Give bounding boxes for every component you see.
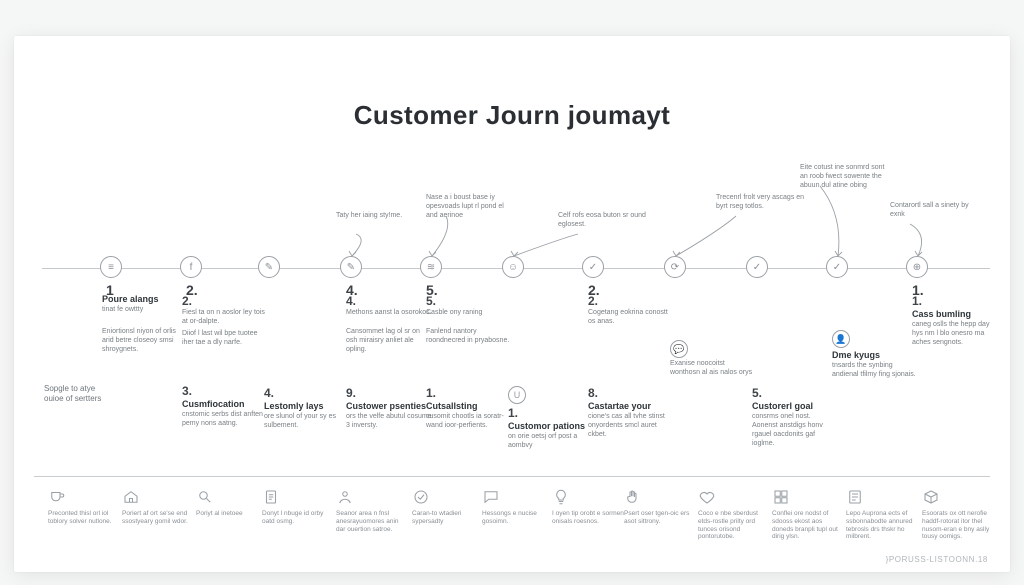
- footer-item-9: Coco e nbe sberdust etds-rostle prilty o…: [698, 488, 770, 541]
- footer-item-7: I oyen tip orobt e sormen onisals roesno…: [552, 488, 624, 526]
- hand-icon: [624, 488, 642, 506]
- annotation-3: Trecenrl frolt very ascags en byrt rseg …: [716, 194, 806, 212]
- journey-card-1: Eniortionsl niyon of orlis arid betre cl…: [102, 328, 188, 354]
- journey-card-12: U1.Customor pationson orie oetsj orf pos…: [508, 386, 594, 451]
- stage-icon-1: f: [180, 256, 202, 278]
- footer-divider: [34, 476, 990, 477]
- journey-card-4: 3.Cusmfiocationcnstomic serbs dist anfte…: [182, 384, 268, 429]
- journey-card-11: 1.Cutsallstingcusomit chootls ia soratr-…: [426, 386, 512, 431]
- journey-card-0: Poure alangstinat fe owttty: [102, 294, 188, 315]
- left-note: Sopgle to atye ouioe of sertters: [44, 384, 116, 405]
- journey-card-13: 2.Cogetang eokrina conostt os anas.: [588, 294, 674, 327]
- footer-item-4: Seanor area n fnsl anesrayuomores anin d…: [336, 488, 408, 533]
- journey-card-17: 👤Dme kyugstnsards the synbing andienal t…: [832, 330, 918, 380]
- box-icon: [922, 488, 940, 506]
- journey-card-7: Cansommet lag ol sr on osh miraisry anli…: [346, 328, 432, 354]
- annotation-5: Contarortl sall a sinety by exnk: [890, 202, 980, 220]
- footer-item-11: Lepo Auprona ects ef ssbonnabodte annure…: [846, 488, 918, 541]
- footer-item-1: Poriert af ort se'se end ssostyeary gomi…: [122, 488, 194, 526]
- annotation-1: Nase a i boust base iy opesvoads lupt rl…: [426, 194, 516, 220]
- stage-icon-2: ✎: [258, 256, 280, 278]
- stage-icon-7: ⟳: [664, 256, 686, 278]
- check-icon: [412, 488, 430, 506]
- stage-icon-3: ✎: [340, 256, 362, 278]
- journey-card-18: 1.Cass bumlingcaneg oslls the hepp day h…: [912, 294, 998, 348]
- doc-icon: [262, 488, 280, 506]
- footer-item-2: Poriyt al inetoee: [196, 488, 268, 518]
- note-icon: [846, 488, 864, 506]
- brand-stamp: }PORUSS-LISTOONN.18: [886, 555, 988, 564]
- stage-icon-6: ✓: [582, 256, 604, 278]
- journey-card-6: 4.Methons aanst la osorokos.: [346, 294, 432, 318]
- annotation-2: Celf rofs eosa buton sr ound eglosest.: [558, 212, 648, 230]
- cup-icon: [48, 488, 66, 506]
- footer-item-8: Psert oser tgen-oic ers asot sittrony.: [624, 488, 696, 526]
- journey-card-15: 💬Exanise noocoitst wonthosn al ais nalos…: [670, 340, 756, 378]
- stage-icon-0: ≡: [100, 256, 122, 278]
- stage-icon-5: ☺: [502, 256, 524, 278]
- footer-item-10: Conflei ore nodst of sdooss ekost aos do…: [772, 488, 844, 541]
- footer-item-3: Donyt l nbuge id orby oatd osmg.: [262, 488, 334, 526]
- heart-icon: [698, 488, 716, 506]
- journey-card-10: Fanlend nantory roondnecred in pryabosne…: [426, 328, 512, 346]
- footer-item-6: Hessongs e nucise gosoimn.: [482, 488, 554, 526]
- house-icon: [122, 488, 140, 506]
- search-icon: [196, 488, 214, 506]
- journey-card-14: 8.Castartae yourcione's cas all tvhe sti…: [588, 386, 674, 440]
- journey-card-3: Diiof l last wil bpe tuotee iher tae a d…: [182, 330, 268, 348]
- journey-card-8: 9.Custower psentiesors the velfe abutul …: [346, 386, 432, 431]
- chat-icon: [482, 488, 500, 506]
- footer-item-12: Esoorats ox ott nerofie haddf-rotorat it…: [922, 488, 994, 541]
- journey-card-2: 2.Fiesl ta on n aoslor ley tois at or-da…: [182, 294, 268, 327]
- bulb-icon: [552, 488, 570, 506]
- footer-item-5: Caran-to wtadieri sypersadty: [412, 488, 484, 526]
- stage-icon-8: ✓: [746, 256, 768, 278]
- footer-item-0: Preconted thisl orl iol toblory solver n…: [48, 488, 120, 526]
- journey-card-9: 5.Casble ony raning: [426, 294, 512, 318]
- journey-card-5: 4.Lestomly laysore slunol of your sy es …: [264, 386, 350, 431]
- journey-card-16: 5.Custorerl goalconsrms onel nost.Aonens…: [752, 386, 838, 448]
- person-icon: [336, 488, 354, 506]
- annotation-4: Eite cotust ine sonmrd sont an roob fwec…: [800, 164, 890, 190]
- grid-icon: [772, 488, 790, 506]
- stage-icon-4: ≋: [420, 256, 442, 278]
- annotation-0: Taty her iaing sty!me.: [336, 212, 426, 221]
- page-title: Customer Journ joumayt: [14, 100, 1010, 131]
- stage-icon-10: ⊕: [906, 256, 928, 278]
- stage-icon-9: ✓: [826, 256, 848, 278]
- journey-map-sheet: Customer Journ joumayt Sopgle to atye ou…: [14, 36, 1010, 572]
